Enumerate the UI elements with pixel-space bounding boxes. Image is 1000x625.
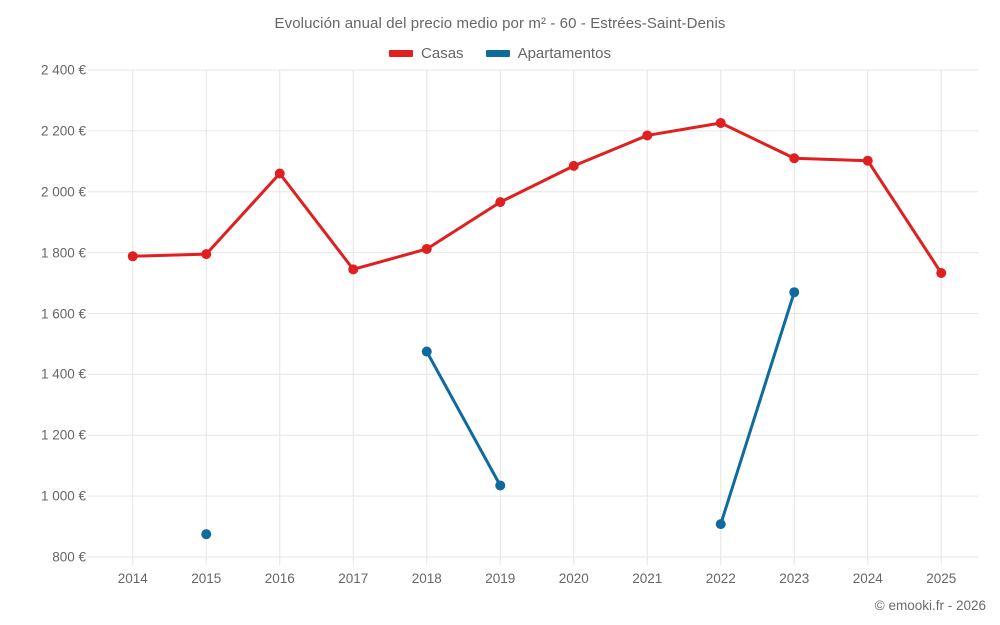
chart-title: Evolución anual del precio medio por m² … bbox=[274, 15, 726, 32]
y-tick-label: 1 800 € bbox=[40, 245, 86, 261]
y-tick-label: 1 000 € bbox=[40, 488, 86, 504]
x-tick-label: 2020 bbox=[558, 571, 589, 586]
data-point-casas-2019[interactable] bbox=[495, 197, 506, 208]
x-tick-label: 2024 bbox=[852, 571, 883, 586]
data-point-casas-2017[interactable] bbox=[348, 264, 359, 275]
x-tick-label: 2025 bbox=[926, 571, 957, 586]
y-tick-label: 2 400 € bbox=[40, 62, 86, 78]
legend-swatch-casas bbox=[389, 50, 414, 57]
y-tick-label: 1 200 € bbox=[40, 427, 86, 443]
data-point-apartamentos-2018[interactable] bbox=[421, 346, 432, 357]
y-tick-label: 800 € bbox=[52, 549, 86, 565]
series-line-casas bbox=[131, 121, 943, 275]
x-tick-label: 2017 bbox=[338, 571, 369, 586]
x-tick-label: 2018 bbox=[411, 571, 442, 586]
y-tick-label: 1 400 € bbox=[40, 366, 86, 382]
data-point-casas-2022[interactable] bbox=[715, 117, 726, 128]
data-point-casas-2016[interactable] bbox=[274, 168, 285, 179]
legend-item-apartamentos[interactable]: Apartamentos bbox=[485, 45, 611, 62]
series-line-apartamentos bbox=[719, 290, 796, 526]
x-tick-label: 2019 bbox=[485, 571, 516, 586]
y-tick-label: 1 600 € bbox=[40, 306, 86, 321]
data-point-apartamentos-2022[interactable] bbox=[715, 519, 726, 530]
y-tick-label: 2 200 € bbox=[40, 123, 86, 139]
series-line-apartamentos bbox=[425, 350, 502, 487]
data-point-casas-2021[interactable] bbox=[642, 130, 653, 141]
legend-label-casas: Casas bbox=[421, 45, 464, 62]
x-tick-label: 2015 bbox=[191, 571, 222, 586]
data-point-casas-2018[interactable] bbox=[421, 243, 432, 254]
x-tick-label: 2016 bbox=[264, 571, 295, 586]
x-tick-label: 2014 bbox=[117, 571, 148, 586]
data-point-casas-2020[interactable] bbox=[568, 160, 579, 171]
data-point-casas-2023[interactable] bbox=[789, 153, 800, 164]
legend-swatch-apartamentos bbox=[485, 50, 510, 57]
data-point-apartamentos-2015[interactable] bbox=[201, 529, 212, 540]
x-tick-label: 2023 bbox=[779, 571, 810, 586]
data-point-apartamentos-2019[interactable] bbox=[495, 480, 506, 491]
y-axis-tick-labels: 2 400 € 2 200 € 2 000 € 1 800 € 1 600 € 1 400… bbox=[0, 0, 86, 625]
chart-legend: Casas Apartamentos bbox=[0, 45, 1000, 62]
data-point-apartamentos-2023[interactable] bbox=[789, 287, 800, 298]
legend-label-apartamentos: Apartamentos bbox=[517, 45, 611, 62]
data-point-casas-2014[interactable] bbox=[127, 251, 138, 262]
y-tick-label: 2 000 € bbox=[40, 184, 86, 200]
x-tick-label: 2021 bbox=[632, 571, 663, 586]
data-point-casas-2024[interactable] bbox=[862, 155, 873, 166]
data-point-casas-2015[interactable] bbox=[201, 249, 212, 260]
data-point-casas-2025[interactable] bbox=[936, 268, 947, 279]
x-tick-label: 2022 bbox=[705, 571, 736, 586]
credit-label: © emooki.fr - 2026 bbox=[874, 598, 986, 613]
legend-item-casas[interactable]: Casas bbox=[389, 45, 464, 62]
